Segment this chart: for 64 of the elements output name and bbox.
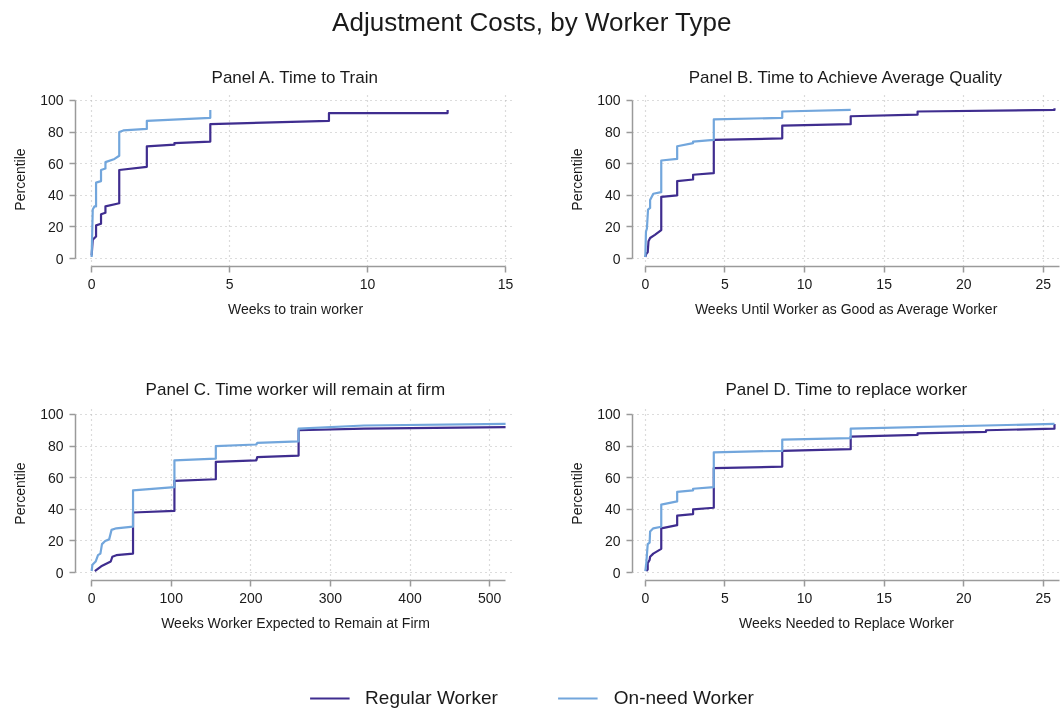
x-axis-title: Weeks Needed to Replace Worker [738,614,955,631]
x-tick-label: 200 [239,589,263,606]
chart-subtitle: Panel D. Time to replace worker [725,380,968,399]
y-tick-label: 60 [47,155,64,172]
y-tick-label: 20 [47,532,64,549]
x-tick-label: 5 [225,275,234,292]
legend-label: Regular Worker [365,687,498,709]
x-tick-label: 0 [641,275,650,292]
x-axis-title: Weeks to train worker [227,300,364,317]
y-tick-label: 40 [47,187,64,204]
chart-title: Adjustment Costs, by Worker Type [332,6,732,37]
y-tick-label: 20 [47,218,64,235]
x-tick-label: 25 [1035,589,1052,606]
x-tick-label: 300 [318,589,343,606]
y-tick-label: 100 [597,92,621,109]
line-series [90,108,212,259]
x-tick-label: 0 [87,275,96,292]
x-axis-title: Weeks Until Worker as Good as Average Worker [694,300,998,317]
y-tick-label: 0 [55,564,64,581]
y-tick-label: 20 [604,218,621,235]
y-tick-label: 100 [40,92,64,109]
y-axis-title: Percentile [569,148,586,211]
y-tick-label: 60 [604,469,621,486]
legend-label: On-need Worker [613,687,754,709]
y-axis-title: Percentile [12,148,29,211]
chart-subtitle: Panel C. Time worker will remain at firm [145,380,446,399]
x-tick-label: 20 [955,589,972,606]
x-tick-label: 400 [398,589,422,606]
y-tick-label: 80 [604,124,621,141]
x-tick-label: 5 [721,589,730,606]
x-tick-label: 100 [159,589,184,606]
y-tick-label: 40 [47,501,64,518]
x-tick-label: 500 [477,589,502,606]
y-tick-label: 100 [40,406,64,423]
x-tick-label: 10 [796,275,813,292]
y-axis-title: Percentile [12,462,29,525]
x-tick-label: 10 [796,589,813,606]
chart-subtitle: Panel B. Time to Achieve Average Quality [688,67,1003,87]
x-tick-label: 15 [876,275,893,292]
chart-subtitle: Panel A. Time to Train [211,67,378,87]
y-axis-title: Percentile [569,462,586,525]
y-tick-label: 40 [604,501,621,518]
x-tick-label: 15 [497,275,514,292]
line-series [644,108,852,259]
y-tick-label: 100 [597,406,621,423]
y-tick-label: 80 [47,124,64,141]
y-tick-label: 80 [604,438,621,455]
x-tick-label: 20 [955,275,972,292]
y-tick-label: 60 [604,155,621,172]
y-tick-label: 80 [47,438,64,455]
line-series [644,107,1056,259]
x-tick-label: 5 [721,275,730,292]
y-tick-label: 0 [55,250,64,267]
y-tick-label: 60 [47,469,64,486]
x-tick-label: 0 [87,589,96,606]
x-tick-label: 0 [641,589,650,606]
y-tick-label: 40 [604,187,621,204]
y-tick-label: 0 [612,250,621,267]
x-tick-label: 15 [876,589,893,606]
x-tick-label: 10 [359,275,376,292]
x-axis-title: Weeks Worker Expected to Remain at Firm [161,614,430,631]
y-tick-label: 20 [604,532,621,549]
x-tick-label: 25 [1035,275,1052,292]
y-tick-label: 0 [612,564,621,581]
